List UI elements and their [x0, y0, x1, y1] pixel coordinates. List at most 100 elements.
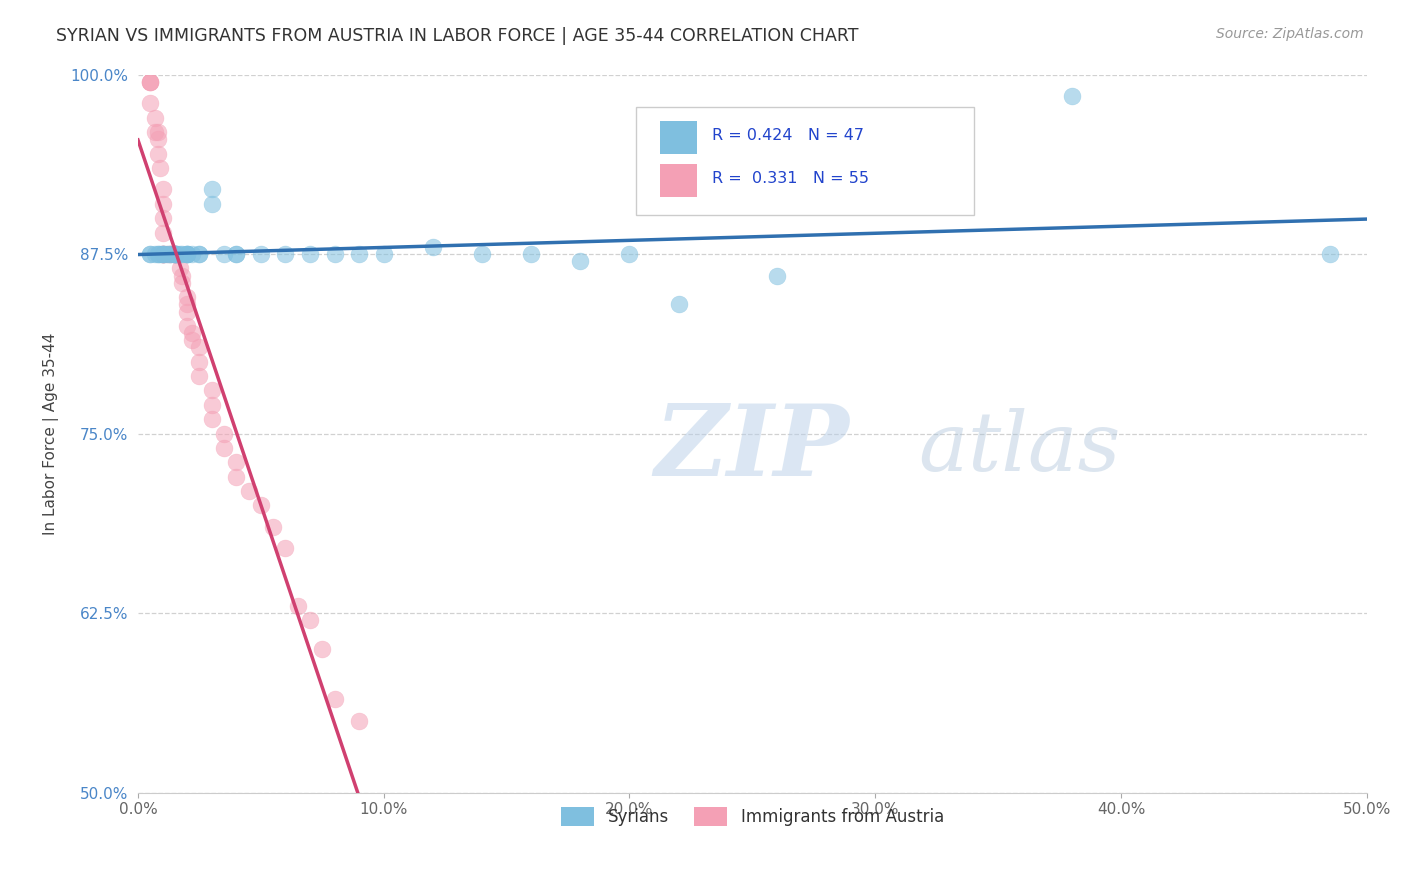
Point — [298, 247, 321, 261]
Point — [163, 247, 186, 261]
Point — [274, 247, 297, 261]
Point — [152, 247, 174, 261]
Text: ZIP: ZIP — [654, 400, 849, 496]
Point — [188, 340, 211, 354]
Point — [172, 268, 194, 283]
Point — [159, 247, 181, 261]
Text: atlas: atlas — [918, 408, 1121, 488]
Point — [176, 247, 198, 261]
Point — [225, 469, 247, 483]
Point — [146, 132, 169, 146]
Point — [176, 297, 198, 311]
Point — [1060, 89, 1083, 103]
Point — [163, 247, 186, 261]
Point — [146, 247, 169, 261]
Point — [146, 125, 169, 139]
Point — [201, 196, 224, 211]
Point — [139, 75, 162, 89]
Point — [212, 247, 235, 261]
Point — [172, 247, 194, 261]
Point — [152, 196, 174, 211]
Point — [250, 499, 273, 513]
Point — [159, 247, 181, 261]
Point — [176, 247, 198, 261]
Point — [238, 483, 260, 498]
Y-axis label: In Labor Force | Age 35-44: In Labor Force | Age 35-44 — [44, 333, 59, 535]
Point — [201, 384, 224, 398]
Text: R = 0.424   N = 47: R = 0.424 N = 47 — [711, 128, 863, 143]
Point — [323, 247, 346, 261]
Point — [139, 75, 162, 89]
FancyBboxPatch shape — [661, 164, 697, 196]
Point — [152, 247, 174, 261]
Point — [159, 247, 181, 261]
Point — [347, 714, 370, 728]
Text: SYRIAN VS IMMIGRANTS FROM AUSTRIA IN LABOR FORCE | AGE 35-44 CORRELATION CHART: SYRIAN VS IMMIGRANTS FROM AUSTRIA IN LAB… — [56, 27, 859, 45]
Point — [163, 247, 186, 261]
Point — [159, 247, 181, 261]
Point — [152, 182, 174, 196]
Point — [298, 613, 321, 627]
FancyBboxPatch shape — [636, 107, 973, 215]
Point — [225, 455, 247, 469]
Point — [152, 211, 174, 226]
Point — [188, 247, 211, 261]
Point — [152, 247, 174, 261]
Point — [143, 125, 166, 139]
Point — [163, 247, 186, 261]
Point — [143, 247, 166, 261]
Point — [668, 297, 690, 311]
Point — [163, 247, 186, 261]
Point — [149, 247, 172, 261]
Point — [471, 247, 494, 261]
Point — [139, 75, 162, 89]
Point — [323, 692, 346, 706]
Text: R =  0.331   N = 55: R = 0.331 N = 55 — [711, 171, 869, 186]
Point — [181, 326, 204, 340]
Point — [152, 247, 174, 261]
Point — [146, 247, 169, 261]
Point — [163, 247, 186, 261]
Point — [201, 412, 224, 426]
Point — [520, 247, 543, 261]
Point — [169, 247, 191, 261]
Point — [143, 111, 166, 125]
Point — [181, 333, 204, 347]
Point — [274, 541, 297, 556]
Point — [176, 247, 198, 261]
Point — [212, 441, 235, 455]
Point — [1319, 247, 1341, 261]
Point — [188, 247, 211, 261]
Point — [169, 261, 191, 276]
Point — [163, 247, 186, 261]
Point — [287, 599, 309, 613]
Point — [163, 247, 186, 261]
Point — [250, 247, 273, 261]
Point — [373, 247, 395, 261]
Point — [152, 226, 174, 240]
Point — [139, 247, 162, 261]
Point — [569, 254, 592, 268]
Point — [152, 247, 174, 261]
Point — [152, 247, 174, 261]
Point — [163, 247, 186, 261]
Point — [422, 240, 444, 254]
Point — [146, 146, 169, 161]
Point — [212, 426, 235, 441]
Point — [152, 247, 174, 261]
Point — [181, 247, 204, 261]
Point — [766, 268, 789, 283]
Point — [139, 247, 162, 261]
Point — [176, 247, 198, 261]
Point — [201, 398, 224, 412]
Point — [149, 161, 172, 175]
Point — [188, 369, 211, 384]
Point — [172, 276, 194, 290]
FancyBboxPatch shape — [661, 121, 697, 153]
Point — [156, 247, 179, 261]
Point — [156, 247, 179, 261]
Point — [225, 247, 247, 261]
Point — [176, 304, 198, 318]
Text: Source: ZipAtlas.com: Source: ZipAtlas.com — [1216, 27, 1364, 41]
Point — [152, 247, 174, 261]
